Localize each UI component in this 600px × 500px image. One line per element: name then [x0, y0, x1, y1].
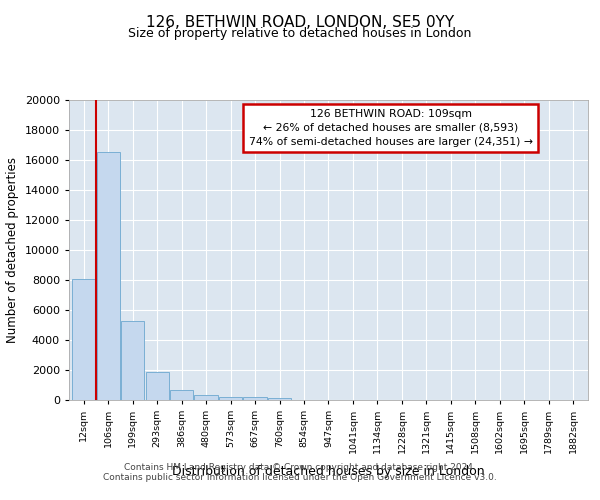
Bar [244, 397, 266, 400]
Text: Size of property relative to detached houses in London: Size of property relative to detached ho… [128, 28, 472, 40]
Text: 126, BETHWIN ROAD, LONDON, SE5 0YY: 126, BETHWIN ROAD, LONDON, SE5 0YY [146, 15, 454, 30]
Bar [121, 320, 144, 400]
Bar [219, 396, 242, 400]
Y-axis label: Number of detached properties: Number of detached properties [6, 157, 19, 343]
Bar [268, 398, 291, 400]
Bar [97, 152, 120, 400]
Bar [72, 279, 95, 400]
Text: Contains public sector information licensed under the Open Government Licence v3: Contains public sector information licen… [103, 472, 497, 482]
Bar [170, 390, 193, 400]
Bar [146, 372, 169, 400]
Bar [194, 395, 218, 400]
Text: Contains HM Land Registry data © Crown copyright and database right 2024.: Contains HM Land Registry data © Crown c… [124, 462, 476, 471]
X-axis label: Distribution of detached houses by size in London: Distribution of detached houses by size … [172, 464, 485, 477]
Text: 126 BETHWIN ROAD: 109sqm
← 26% of detached houses are smaller (8,593)
74% of sem: 126 BETHWIN ROAD: 109sqm ← 26% of detach… [249, 109, 533, 147]
